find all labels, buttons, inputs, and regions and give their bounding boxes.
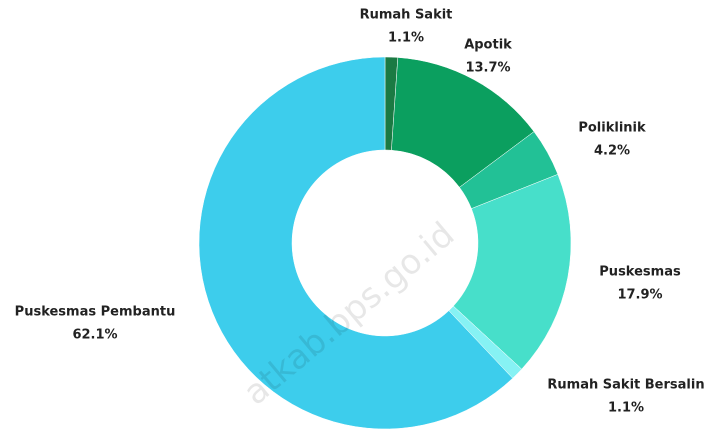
donut-slice [452,173,572,370]
slice-label: Poliklinik [578,121,646,136]
donut-slice [198,56,514,429]
slice-label: Rumah Sakit [360,8,453,23]
slice-label: Rumah Sakit Bersalin [547,378,704,393]
donut-slice [391,57,535,188]
slice-label: Apotik [464,38,512,53]
slice-value-label: 17.9% [617,288,662,303]
slice-value-label: 13.7% [465,61,510,76]
slice-label: Puskesmas [599,265,681,280]
slice-value-label: 1.1% [608,401,644,416]
slice-value-label: 4.2% [594,144,630,159]
slice-value-label: 1.1% [388,31,424,46]
slice-label: Puskesmas Pembantu [15,305,176,320]
donut [198,56,572,429]
slice-value-label: 62.1% [72,328,117,343]
